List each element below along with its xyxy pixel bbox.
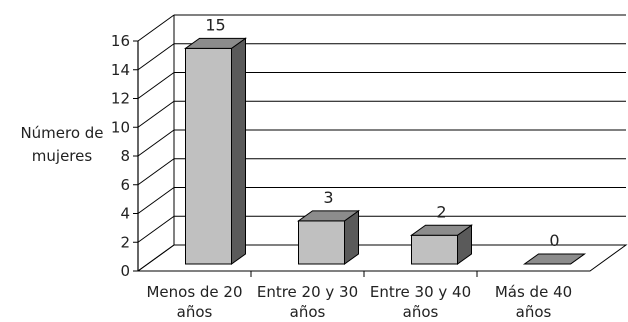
x-tick-label: Menos de 20 (146, 283, 242, 301)
y-tick-label: 4 (120, 205, 130, 223)
data-label: 2 (436, 202, 446, 221)
bar-top (183, 37, 248, 49)
x-tick-label: años (177, 303, 213, 321)
y-tick-label: 10 (111, 118, 130, 136)
chart-walls (136, 15, 628, 272)
data-label: 15 (205, 15, 225, 34)
y-axis-label: mujeres (32, 147, 93, 165)
bar-top (296, 210, 361, 222)
x-tick-label: Entre 20 y 30 (257, 283, 358, 301)
side-wall-line (137, 187, 175, 214)
x-tick-label: años (403, 303, 439, 321)
y-tick-label: 2 (120, 233, 130, 251)
side-wall-line (137, 14, 175, 42)
bar-front (298, 220, 345, 265)
gridlines (137, 14, 626, 272)
x-tick-label: Más de 40 (495, 283, 572, 301)
y-tick-label: 6 (120, 176, 130, 194)
bar-front (411, 234, 458, 265)
y-axis-label: Número de (20, 124, 103, 142)
bar-top (409, 224, 474, 236)
bar-side (231, 37, 246, 265)
side-wall-line (137, 100, 175, 128)
y-tick-label: 14 (111, 61, 130, 79)
chart-floor (136, 244, 628, 272)
bar-front (185, 47, 232, 265)
side-wall-line (137, 158, 175, 186)
bar-top (522, 253, 587, 265)
y-tick-label: 12 (111, 90, 130, 108)
y-tick-label: 16 (111, 32, 130, 50)
side-wall-line (137, 43, 175, 71)
side-wall-line (137, 72, 175, 99)
x-tick-label: Entre 30 y 40 (370, 283, 471, 301)
side-wall-line (137, 215, 175, 243)
bar (183, 37, 248, 265)
data-label: 3 (323, 188, 333, 207)
bar (296, 209, 361, 265)
y-tick-label: 0 (120, 262, 130, 280)
x-tick-label: años (516, 303, 552, 321)
y-axis: 0 2 4 6 8 10 12 14 16 (111, 32, 139, 280)
data-label: 0 (549, 231, 559, 250)
bar (409, 224, 474, 265)
bar (522, 253, 587, 265)
x-tick-label: años (290, 303, 326, 321)
y-tick-label: 8 (120, 147, 130, 165)
side-wall-line (137, 129, 175, 157)
